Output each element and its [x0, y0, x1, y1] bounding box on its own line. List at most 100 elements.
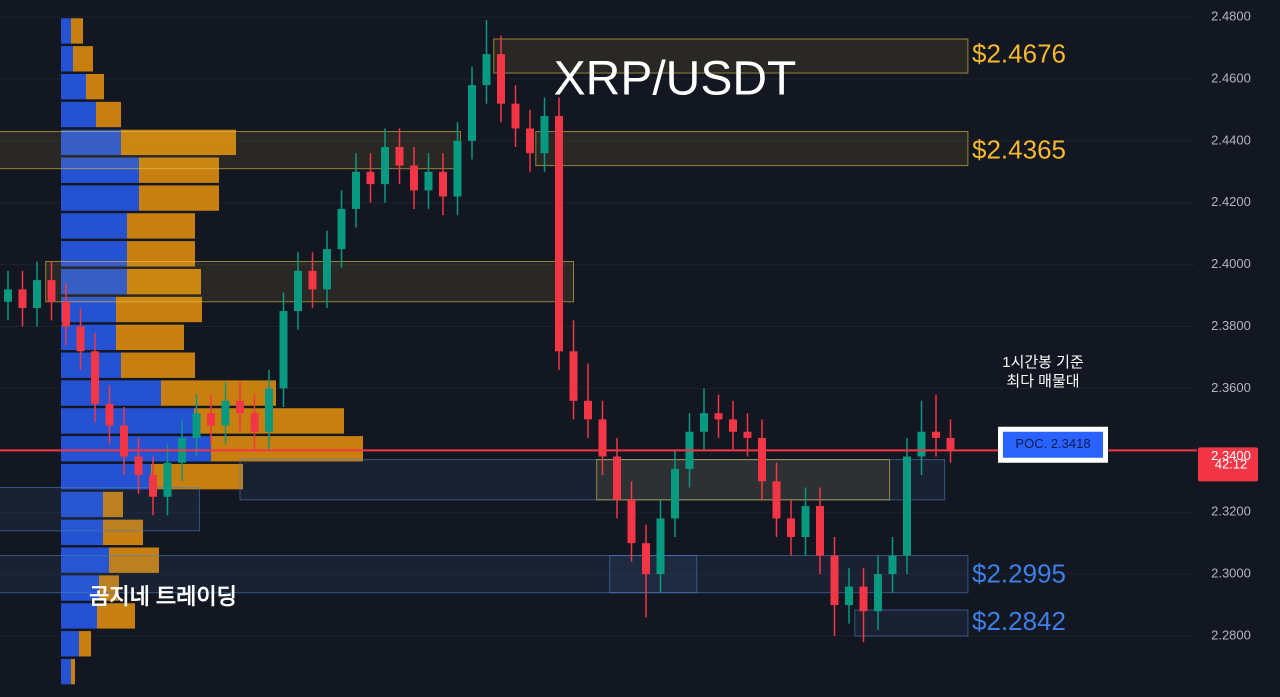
profile-sell — [121, 352, 195, 378]
profile-buy — [61, 73, 86, 100]
profile-buy — [61, 185, 139, 211]
candle-body — [18, 289, 27, 308]
candle-body — [830, 555, 839, 606]
zone — [0, 555, 698, 594]
candle-body — [627, 499, 636, 544]
profile-buy — [61, 380, 161, 406]
profile-buy — [61, 631, 79, 657]
profile-buy — [61, 157, 139, 183]
level-label: $2.4365 — [972, 135, 1066, 165]
candle-body — [656, 518, 665, 575]
profile-buy — [61, 241, 127, 267]
profile-buy — [61, 519, 103, 546]
profile-buy — [61, 129, 121, 156]
y-tick-label: 2.4000 — [1211, 256, 1251, 271]
candle-body — [816, 506, 824, 556]
candle-body — [729, 419, 737, 432]
profile-sell — [127, 268, 201, 295]
y-tick-label: 2.4400 — [1211, 132, 1251, 147]
profile-sell — [139, 185, 219, 211]
candle-body — [743, 431, 752, 438]
candle-body — [279, 311, 288, 389]
candle-body — [758, 437, 766, 482]
candle-body — [33, 280, 41, 308]
y-tick-label: 2.4200 — [1211, 194, 1251, 209]
candle-body — [903, 456, 911, 556]
candle-body — [308, 270, 317, 290]
candle-body — [555, 116, 563, 352]
profile-buy — [61, 296, 116, 323]
profile-sell — [86, 73, 104, 100]
candle-body — [134, 456, 143, 476]
profile-sell — [103, 491, 123, 518]
zone — [0, 486, 200, 532]
candle-body — [946, 437, 955, 451]
y-tick-label: 2.3200 — [1211, 504, 1251, 519]
profile-sell — [71, 18, 83, 44]
zone — [596, 459, 891, 501]
candle-body — [613, 456, 621, 500]
candle-body — [569, 351, 578, 401]
y-tick-label: 2.4600 — [1211, 70, 1251, 85]
level-label: $2.2995 — [972, 559, 1066, 589]
profile-buy — [61, 213, 127, 239]
poc-box — [1003, 431, 1103, 458]
candle-body — [424, 171, 433, 191]
candle-body — [120, 425, 128, 457]
candle-body — [207, 413, 215, 426]
profile-sell — [79, 631, 91, 657]
y-tick-label: 2.3000 — [1211, 566, 1251, 581]
candle-body — [859, 586, 868, 612]
poc-label: POC. 2.3418 — [1015, 436, 1090, 451]
candle-body — [337, 208, 346, 250]
candle-body — [671, 468, 679, 519]
candle-body — [772, 481, 781, 519]
profile-sell — [127, 213, 195, 239]
candle-body — [62, 301, 70, 327]
profile-sell — [139, 157, 219, 183]
candles — [4, 20, 955, 643]
candle-body — [323, 249, 331, 290]
profile-buy — [61, 46, 73, 72]
candle-body — [250, 413, 259, 432]
zone — [0, 131, 461, 170]
profile-sell — [121, 129, 236, 156]
candle-body — [76, 326, 85, 352]
annotation: 1시간봉 기준 — [1002, 354, 1084, 371]
y-tick-label: 2.3800 — [1211, 318, 1251, 333]
candle-body — [366, 171, 375, 185]
candle-body — [874, 574, 882, 612]
zone — [239, 459, 946, 501]
profile-sell — [109, 547, 159, 573]
zone — [535, 131, 969, 167]
profile-buy — [61, 603, 97, 629]
candle-body — [526, 128, 534, 154]
profile-sell — [97, 603, 135, 629]
profile-sell — [73, 46, 93, 72]
profile-buy — [61, 575, 99, 601]
y-tick-label: 2.2800 — [1211, 627, 1251, 642]
profile-sell — [116, 324, 184, 351]
candle-body — [714, 413, 723, 420]
candle-body — [381, 147, 389, 185]
candle-body — [192, 413, 201, 438]
y-tick-label: 2.4800 — [1211, 8, 1251, 23]
profile-sell — [103, 519, 143, 546]
volume-profile — [61, 18, 363, 685]
candle-body — [787, 518, 795, 537]
profile-sell — [99, 575, 119, 601]
last-price-box — [1198, 447, 1258, 482]
candle-body — [511, 103, 520, 129]
zone — [609, 555, 969, 594]
countdown: 42:12 — [1215, 456, 1248, 471]
candle-body — [265, 388, 273, 432]
candle-body — [453, 140, 462, 197]
level-label: $2.2842 — [972, 606, 1066, 636]
candle-body — [482, 54, 491, 86]
profile-buy — [61, 101, 96, 128]
overlay: XRP/USDT 곰지네 트레이딩 1시간봉 기준 최다 매물대 2.34004… — [0, 38, 1258, 636]
candle-body — [888, 555, 897, 575]
candle-body — [91, 351, 99, 404]
